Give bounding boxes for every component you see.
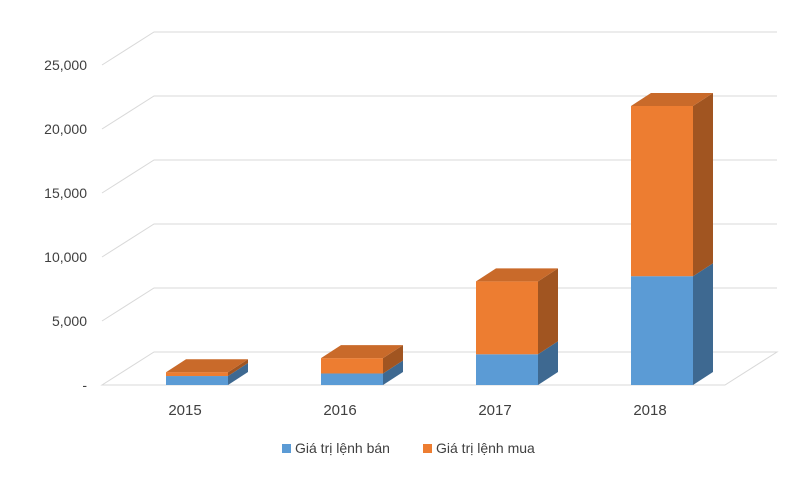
legend-item: Giá trị lệnh bán xyxy=(282,440,390,456)
legend-item: Giá trị lệnh mua xyxy=(423,440,535,456)
bar-front xyxy=(166,376,228,385)
legend-swatch xyxy=(423,444,432,453)
bar-side xyxy=(383,345,403,374)
x-tick-label: 2015 xyxy=(168,402,201,419)
bar-front xyxy=(476,281,538,355)
y-tick-label: 25,000 xyxy=(44,57,87,73)
y-tick-label: - xyxy=(82,377,87,393)
bar-side xyxy=(538,341,558,385)
bar-side xyxy=(693,92,713,277)
bar-front xyxy=(321,373,383,385)
gridlines xyxy=(100,31,779,386)
gridline xyxy=(101,95,777,130)
x-tick-label: 2016 xyxy=(323,402,356,419)
bar-top xyxy=(476,268,558,282)
bar-segment xyxy=(631,263,713,385)
y-tick-label: 15,000 xyxy=(44,185,87,201)
gridline xyxy=(101,31,777,66)
bar-top xyxy=(631,92,713,106)
legend-swatch xyxy=(282,444,291,453)
bar-side xyxy=(228,363,248,385)
bar-front xyxy=(476,354,538,385)
bar-segment xyxy=(631,92,713,277)
bar-front xyxy=(321,358,383,374)
gridline xyxy=(101,159,777,194)
bar-segment xyxy=(321,360,403,385)
bar-top xyxy=(321,345,403,359)
x-axis-ticks: 2015 2016 2017 2018 xyxy=(168,402,666,419)
bar-segment xyxy=(476,341,558,385)
bar-side xyxy=(383,360,403,385)
bars xyxy=(166,92,713,385)
bar-side xyxy=(693,263,713,385)
gridline xyxy=(101,223,777,258)
gridline xyxy=(101,287,777,322)
bar-segment xyxy=(476,268,558,355)
y-axis-ticks: - 5,000 10,000 15,000 20,000 25,000 xyxy=(44,57,87,393)
legend: Giá trị lệnh bán Giá trị lệnh mua xyxy=(282,440,535,456)
y-tick-label: 10,000 xyxy=(44,249,87,265)
bar-segment xyxy=(166,363,248,385)
bar-front xyxy=(631,105,693,277)
legend-label: Giá trị lệnh bán xyxy=(295,440,390,456)
bar-front xyxy=(631,276,693,385)
x-tick-label: 2017 xyxy=(478,402,511,419)
bar-segment xyxy=(321,345,403,374)
bar-side xyxy=(538,268,558,355)
y-tick-label: 5,000 xyxy=(52,313,87,329)
x-tick-label: 2018 xyxy=(633,402,666,419)
y-tick-label: 20,000 xyxy=(44,121,87,137)
bar-front xyxy=(166,372,228,377)
bar-side xyxy=(228,359,248,377)
bar-top xyxy=(166,359,248,373)
legend-label: Giá trị lệnh mua xyxy=(436,440,535,456)
bar-segment xyxy=(166,359,248,377)
